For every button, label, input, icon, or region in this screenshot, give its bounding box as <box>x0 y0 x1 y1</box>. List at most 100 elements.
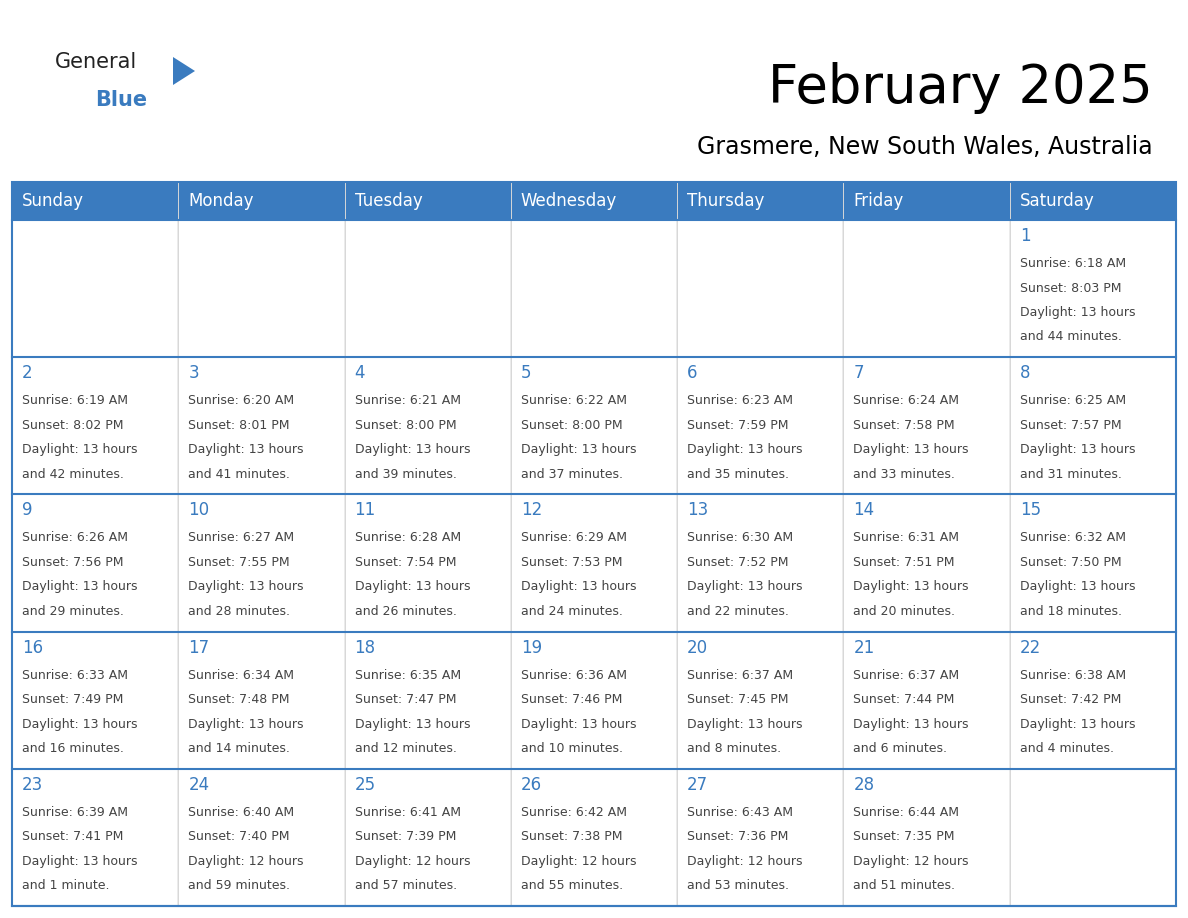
Text: Sunset: 7:35 PM: Sunset: 7:35 PM <box>853 830 955 844</box>
Text: 7: 7 <box>853 364 864 382</box>
Text: and 1 minute.: and 1 minute. <box>21 879 109 892</box>
Text: Sunrise: 6:44 AM: Sunrise: 6:44 AM <box>853 806 960 819</box>
Text: Sunset: 7:51 PM: Sunset: 7:51 PM <box>853 556 955 569</box>
Text: Sunset: 7:38 PM: Sunset: 7:38 PM <box>520 830 623 844</box>
Text: Sunset: 7:59 PM: Sunset: 7:59 PM <box>687 419 789 431</box>
Text: Sunset: 7:44 PM: Sunset: 7:44 PM <box>853 693 955 706</box>
Text: Daylight: 13 hours: Daylight: 13 hours <box>687 443 803 456</box>
Text: and 29 minutes.: and 29 minutes. <box>21 605 124 618</box>
Text: Sunset: 8:00 PM: Sunset: 8:00 PM <box>520 419 623 431</box>
Text: Sunset: 8:01 PM: Sunset: 8:01 PM <box>188 419 290 431</box>
Bar <box>345 768 511 906</box>
Text: Daylight: 13 hours: Daylight: 13 hours <box>1019 718 1136 731</box>
Text: Daylight: 13 hours: Daylight: 13 hours <box>21 718 138 731</box>
Text: Sunrise: 6:30 AM: Sunrise: 6:30 AM <box>687 532 794 544</box>
Text: Daylight: 13 hours: Daylight: 13 hours <box>188 443 304 456</box>
Text: Daylight: 13 hours: Daylight: 13 hours <box>853 443 969 456</box>
Text: 25: 25 <box>354 776 375 794</box>
Text: Sunrise: 6:25 AM: Sunrise: 6:25 AM <box>1019 394 1126 408</box>
Text: Sunset: 7:40 PM: Sunset: 7:40 PM <box>188 830 290 844</box>
Text: and 18 minutes.: and 18 minutes. <box>1019 605 1121 618</box>
Bar <box>843 632 1010 768</box>
Text: Sunrise: 6:31 AM: Sunrise: 6:31 AM <box>853 532 960 544</box>
Text: Daylight: 13 hours: Daylight: 13 hours <box>520 443 637 456</box>
Bar <box>677 182 843 220</box>
Text: Sunset: 7:49 PM: Sunset: 7:49 PM <box>21 693 124 706</box>
Text: and 16 minutes.: and 16 minutes. <box>21 742 124 756</box>
Text: Sunrise: 6:23 AM: Sunrise: 6:23 AM <box>687 394 794 408</box>
Bar <box>345 495 511 632</box>
Text: Daylight: 13 hours: Daylight: 13 hours <box>520 718 637 731</box>
Text: Daylight: 13 hours: Daylight: 13 hours <box>188 718 304 731</box>
Text: and 41 minutes.: and 41 minutes. <box>188 467 290 481</box>
Text: Daylight: 13 hours: Daylight: 13 hours <box>354 718 470 731</box>
Text: Daylight: 13 hours: Daylight: 13 hours <box>853 580 969 593</box>
Text: Sunset: 7:56 PM: Sunset: 7:56 PM <box>21 556 124 569</box>
Text: Sunrise: 6:28 AM: Sunrise: 6:28 AM <box>354 532 461 544</box>
Bar <box>677 768 843 906</box>
Text: Saturday: Saturday <box>1019 192 1094 210</box>
Text: Sunrise: 6:42 AM: Sunrise: 6:42 AM <box>520 806 627 819</box>
Text: and 10 minutes.: and 10 minutes. <box>520 742 623 756</box>
Text: and 53 minutes.: and 53 minutes. <box>687 879 789 892</box>
Bar <box>1010 768 1176 906</box>
Bar <box>345 632 511 768</box>
Bar <box>12 632 178 768</box>
Bar <box>12 182 1176 906</box>
Text: 10: 10 <box>188 501 209 520</box>
Text: 15: 15 <box>1019 501 1041 520</box>
Text: Daylight: 13 hours: Daylight: 13 hours <box>1019 306 1136 319</box>
Text: Sunset: 7:52 PM: Sunset: 7:52 PM <box>687 556 789 569</box>
Text: Sunrise: 6:40 AM: Sunrise: 6:40 AM <box>188 806 295 819</box>
Text: 12: 12 <box>520 501 542 520</box>
Text: Grasmere, New South Wales, Australia: Grasmere, New South Wales, Australia <box>697 135 1154 159</box>
Bar <box>511 357 677 495</box>
Text: Sunset: 7:50 PM: Sunset: 7:50 PM <box>1019 556 1121 569</box>
Bar <box>178 632 345 768</box>
Text: and 4 minutes.: and 4 minutes. <box>1019 742 1113 756</box>
Text: Sunset: 7:42 PM: Sunset: 7:42 PM <box>1019 693 1121 706</box>
Text: 16: 16 <box>21 639 43 656</box>
Text: Sunset: 8:02 PM: Sunset: 8:02 PM <box>21 419 124 431</box>
Text: Daylight: 12 hours: Daylight: 12 hours <box>853 855 969 868</box>
Bar <box>12 768 178 906</box>
Text: Sunrise: 6:37 AM: Sunrise: 6:37 AM <box>853 668 960 681</box>
Text: Sunset: 7:46 PM: Sunset: 7:46 PM <box>520 693 623 706</box>
Text: Sunset: 7:53 PM: Sunset: 7:53 PM <box>520 556 623 569</box>
Text: Sunrise: 6:26 AM: Sunrise: 6:26 AM <box>21 532 128 544</box>
Bar <box>843 357 1010 495</box>
Text: Daylight: 13 hours: Daylight: 13 hours <box>1019 443 1136 456</box>
Text: Friday: Friday <box>853 192 904 210</box>
Text: Daylight: 13 hours: Daylight: 13 hours <box>21 443 138 456</box>
Text: Sunset: 7:58 PM: Sunset: 7:58 PM <box>853 419 955 431</box>
Text: Sunrise: 6:27 AM: Sunrise: 6:27 AM <box>188 532 295 544</box>
Text: Sunrise: 6:20 AM: Sunrise: 6:20 AM <box>188 394 295 408</box>
Text: Sunrise: 6:33 AM: Sunrise: 6:33 AM <box>21 668 128 681</box>
Text: Daylight: 12 hours: Daylight: 12 hours <box>354 855 470 868</box>
Bar <box>511 495 677 632</box>
Text: Thursday: Thursday <box>687 192 765 210</box>
Bar <box>12 495 178 632</box>
Text: Sunrise: 6:36 AM: Sunrise: 6:36 AM <box>520 668 627 681</box>
Bar <box>12 182 178 220</box>
Bar <box>178 768 345 906</box>
Text: Sunrise: 6:38 AM: Sunrise: 6:38 AM <box>1019 668 1126 681</box>
Text: Daylight: 13 hours: Daylight: 13 hours <box>188 580 304 593</box>
Bar <box>1010 182 1176 220</box>
Text: 21: 21 <box>853 639 874 656</box>
Bar <box>843 220 1010 357</box>
Text: 27: 27 <box>687 776 708 794</box>
Text: 4: 4 <box>354 364 365 382</box>
Text: Daylight: 13 hours: Daylight: 13 hours <box>520 580 637 593</box>
Bar <box>178 182 345 220</box>
Text: Tuesday: Tuesday <box>354 192 422 210</box>
Text: Sunset: 7:48 PM: Sunset: 7:48 PM <box>188 693 290 706</box>
Bar <box>12 220 178 357</box>
Text: 20: 20 <box>687 639 708 656</box>
Text: Daylight: 13 hours: Daylight: 13 hours <box>354 580 470 593</box>
Text: Sunrise: 6:21 AM: Sunrise: 6:21 AM <box>354 394 461 408</box>
Text: Sunrise: 6:37 AM: Sunrise: 6:37 AM <box>687 668 794 681</box>
Text: 18: 18 <box>354 639 375 656</box>
Bar <box>843 182 1010 220</box>
Text: and 26 minutes.: and 26 minutes. <box>354 605 456 618</box>
